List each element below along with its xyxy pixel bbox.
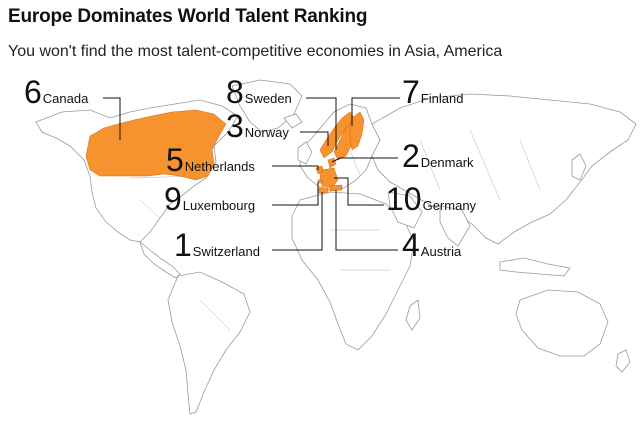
leader-finland xyxy=(351,97,400,126)
country-label: Norway xyxy=(244,125,289,140)
land-asia xyxy=(371,93,637,245)
leader-netherlands xyxy=(272,165,319,170)
leader-sweden xyxy=(306,97,337,150)
land-south-america xyxy=(167,271,251,415)
leader-luxembourg xyxy=(272,182,319,206)
leader-switzerland xyxy=(272,192,323,251)
rank-number: 10 xyxy=(386,181,422,217)
rank-number: 2 xyxy=(402,138,420,174)
callout-germany: 10Germany xyxy=(386,183,476,215)
rank-number: 5 xyxy=(166,142,184,178)
callout-austria: 4Austria xyxy=(402,229,461,261)
country-switzerland xyxy=(317,187,329,194)
callout-norway: 3Norway xyxy=(226,110,289,142)
country-label: Austria xyxy=(420,244,462,259)
country-label: Sweden xyxy=(244,91,292,106)
land-uk xyxy=(297,141,313,165)
rank-number: 6 xyxy=(24,74,42,110)
rank-number: 8 xyxy=(226,74,244,110)
country-label: Luxembourg xyxy=(182,198,256,213)
rank-number: 4 xyxy=(402,227,420,263)
callout-netherlands: 5Netherlands xyxy=(166,144,255,176)
leader-canada xyxy=(103,97,121,140)
borders xyxy=(129,129,541,331)
country-label: Switzerland xyxy=(192,244,260,259)
country-finland xyxy=(349,111,365,151)
land-new-zealand xyxy=(615,349,631,373)
rank-number: 1 xyxy=(174,227,192,263)
callout-denmark: 2Denmark xyxy=(402,140,474,172)
country-luxembourg xyxy=(317,178,323,184)
land-indonesia xyxy=(499,257,571,277)
leader-germany xyxy=(334,177,384,206)
country-canada xyxy=(85,109,227,181)
callout-canada: 6Canada xyxy=(24,76,88,108)
leader-austria xyxy=(335,190,398,251)
rank-number: 7 xyxy=(402,74,420,110)
rank-number: 9 xyxy=(164,181,182,217)
leader-norway xyxy=(300,131,329,146)
country-austria xyxy=(329,184,343,192)
land-japan xyxy=(571,153,587,181)
callout-switzerland: 1Switzerland xyxy=(174,229,260,261)
land-arabia xyxy=(387,191,423,229)
rank-number: 3 xyxy=(226,108,244,144)
leader-denmark xyxy=(331,157,398,163)
page-subtitle: You won't find the most talent-competiti… xyxy=(8,43,503,60)
country-label: Netherlands xyxy=(184,159,255,174)
country-label: Denmark xyxy=(420,155,474,170)
country-label: Canada xyxy=(42,91,89,106)
land-india xyxy=(439,205,471,247)
callout-luxembourg: 9Luxembourg xyxy=(164,183,255,215)
callout-finland: 7Finland xyxy=(402,76,463,108)
country-label: Finland xyxy=(420,91,464,106)
land-madagascar xyxy=(405,299,421,331)
callout-sweden: 8Sweden xyxy=(226,76,292,108)
land-iceland xyxy=(283,113,303,129)
land-australia xyxy=(515,289,609,357)
country-label: Germany xyxy=(422,198,477,213)
page-title: Europe Dominates World Talent Ranking xyxy=(8,6,368,27)
